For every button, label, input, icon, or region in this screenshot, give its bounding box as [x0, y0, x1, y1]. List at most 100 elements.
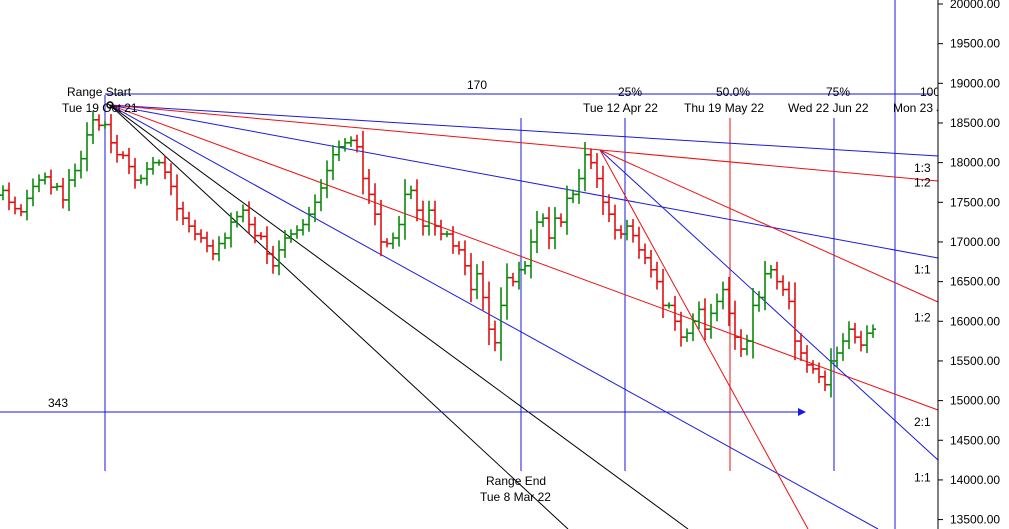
price-bar: [708, 303, 714, 339]
y-tick-label: 13500.00: [950, 513, 1000, 527]
price-bar: [588, 148, 594, 169]
y-tick-label: 19500.00: [950, 37, 1000, 51]
price-bar: [156, 159, 162, 166]
price-bar: [162, 155, 168, 180]
price-bar: [402, 179, 408, 240]
y-tick-label: 16500.00: [950, 275, 1000, 289]
price-bar: [768, 264, 774, 279]
price-bar: [36, 174, 42, 193]
price-bar: [606, 194, 612, 223]
time-marker-25-date: Tue 12 Apr 22: [583, 101, 658, 115]
points-span-label: 343: [48, 396, 68, 410]
price-bar: [210, 239, 216, 261]
price-bar: [684, 328, 690, 342]
range-end-date: Tue 8 Mar 22: [480, 490, 551, 504]
price-bar: [654, 261, 660, 290]
price-bar: [360, 130, 366, 195]
y-tick-label: 14500.00: [950, 433, 1000, 447]
price-bar: [858, 330, 864, 352]
price-bar: [30, 178, 36, 207]
fan-line-4-1: [109, 104, 569, 529]
range-lines: [0, 93, 932, 416]
price-bar: [384, 238, 390, 248]
price-bar: [96, 114, 102, 131]
price-bar: [816, 362, 822, 384]
price-bar: [282, 230, 288, 258]
price-bar: [126, 147, 132, 175]
price-bar: [42, 172, 48, 185]
price-bar: [0, 185, 6, 201]
price-bar: [702, 298, 708, 341]
price-bar: [48, 169, 54, 195]
price-bar: [852, 322, 858, 344]
price-bar: [564, 185, 570, 235]
price-bar: [306, 206, 312, 232]
price-bar: [234, 211, 240, 228]
price-bar: [138, 174, 144, 184]
price-bar: [660, 268, 666, 319]
price-bar: [840, 333, 846, 361]
price-bar: [516, 261, 522, 290]
range-end-label: Range End: [486, 474, 546, 488]
price-bar: [636, 226, 642, 259]
price-bar: [432, 200, 438, 236]
price-bar: [786, 281, 792, 310]
price-bar: [222, 232, 228, 249]
price-bar: [174, 174, 180, 221]
fan-line-2-1-blue: [109, 104, 879, 529]
price-bar: [744, 334, 750, 356]
price-bar: [24, 189, 30, 221]
range-start-label: Range Start: [67, 85, 132, 99]
price-bar: [144, 162, 150, 186]
fan-ratio-label: 1:3: [914, 161, 931, 175]
price-bar: [618, 225, 624, 239]
price-bar: [804, 345, 810, 373]
price-bar: [54, 182, 60, 191]
price-bar: [480, 260, 486, 311]
range-start-marker: [106, 101, 114, 109]
range-start-date: Tue 19 Oct 21: [62, 101, 138, 115]
price-bar: [834, 346, 840, 368]
price-bar: [570, 189, 576, 204]
price-bar: [78, 150, 84, 179]
price-bar: [642, 243, 648, 265]
price-bar: [612, 204, 618, 240]
price-bar: [450, 226, 456, 254]
price-bar: [294, 225, 300, 239]
price-bar: [300, 219, 306, 236]
fan-line-1-3: [109, 104, 939, 157]
price-bar: [750, 287, 756, 359]
price-bar: [324, 160, 330, 199]
gann-fan-lines: [106, 101, 939, 529]
price-bar: [732, 300, 738, 350]
y-tick-label: 18500.00: [950, 116, 1000, 130]
price-bar: [558, 213, 564, 227]
price-bar: [828, 348, 834, 398]
price-bar: [624, 219, 630, 241]
y-tick-label: 20000.00: [950, 0, 1000, 11]
price-bar: [738, 329, 744, 357]
price-bar: [372, 183, 378, 226]
price-bar: [240, 204, 246, 223]
price-bar: [630, 219, 636, 243]
price-bar: [810, 360, 816, 374]
price-bar: [408, 185, 414, 200]
price-bar: [468, 253, 474, 303]
price-bar: [534, 211, 540, 254]
price-bar: [774, 261, 780, 290]
price-bar: [90, 110, 96, 145]
price-bar: [120, 151, 126, 159]
price-bar: [246, 201, 252, 234]
bars-span-label: 170: [467, 78, 487, 92]
price-bar: [504, 263, 510, 320]
price-bar: [318, 179, 324, 212]
price-bar: [792, 282, 798, 361]
price-bar: [726, 276, 732, 327]
price-bar: [132, 158, 138, 189]
price-bar: [288, 229, 294, 243]
price-bar: [342, 138, 348, 152]
price-bar: [600, 165, 606, 215]
price-bar: [252, 216, 258, 244]
price-bar: [714, 293, 720, 322]
